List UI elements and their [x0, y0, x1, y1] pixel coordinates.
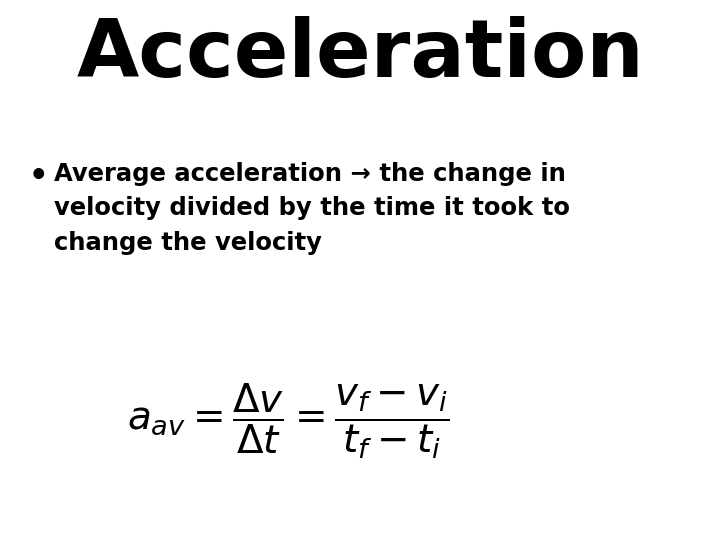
Text: $a_{av} = \dfrac{\Delta v}{\Delta t} = \dfrac{v_f - v_i}{t_f - t_i}$: $a_{av} = \dfrac{\Delta v}{\Delta t} = \…: [127, 381, 449, 461]
Text: •: •: [29, 162, 48, 191]
Text: Average acceleration → the change in
velocity divided by the time it took to
cha: Average acceleration → the change in vel…: [54, 162, 570, 255]
Text: Acceleration: Acceleration: [76, 16, 644, 94]
